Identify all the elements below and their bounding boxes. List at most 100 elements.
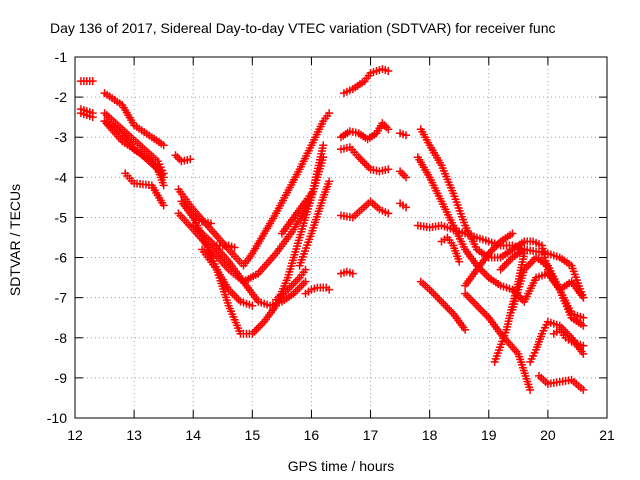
data-series-s8 (121, 169, 168, 210)
data-point (476, 305, 485, 314)
y-tick-label: -3 (55, 129, 68, 145)
data-point (482, 271, 491, 280)
data-point (173, 153, 182, 162)
y-tick-label: -9 (55, 370, 68, 386)
chart-title: Day 136 of 2017, Sidereal Day-to-day VTE… (50, 20, 556, 36)
x-tick-labels: 12 13 14 15 16 17 18 19 20 21 (67, 427, 615, 443)
data-point (396, 167, 405, 176)
data-point (429, 289, 438, 298)
data-series-s31 (413, 221, 529, 254)
data-point (285, 283, 294, 292)
data-point (480, 269, 489, 278)
data-point (398, 169, 407, 178)
data-series-s44 (535, 371, 588, 394)
x-tick-label: 18 (422, 427, 438, 443)
data-point (461, 289, 470, 298)
data-point (470, 299, 479, 308)
data-point (400, 171, 409, 180)
data-point (443, 303, 452, 312)
data-point (524, 261, 533, 270)
data-series-s29 (416, 125, 529, 262)
tick-marks (74, 56, 608, 419)
data-point (506, 255, 515, 264)
data-point (299, 279, 308, 288)
data-point (348, 269, 357, 278)
data-point (467, 295, 476, 304)
data-point (482, 311, 491, 320)
data-point (433, 293, 442, 302)
data-point (362, 161, 371, 170)
x-tick-label: 21 (599, 427, 615, 443)
data-point (469, 297, 478, 306)
x-tick-label: 12 (67, 427, 83, 443)
data-series-s7 (100, 117, 168, 190)
data-point (293, 285, 302, 294)
x-tick-label: 20 (540, 427, 556, 443)
data-point (88, 77, 97, 86)
data-series-s9 (171, 151, 195, 166)
data-series-s17 (271, 265, 310, 304)
data-series-s20 (301, 283, 334, 298)
data-point (301, 277, 310, 286)
data-point (301, 265, 310, 274)
data-series-s16 (212, 241, 239, 252)
data-point (230, 243, 239, 252)
data-point (384, 67, 393, 76)
y-tick-label: -7 (55, 290, 68, 306)
data-point (437, 297, 446, 306)
data-point (461, 325, 470, 334)
data-point (498, 263, 507, 272)
data-point (159, 201, 168, 210)
data-point (474, 303, 483, 312)
data-point (480, 309, 489, 318)
data-point (384, 125, 393, 134)
data-point (293, 275, 302, 284)
data-point (248, 301, 257, 310)
data-series-s15 (198, 245, 257, 310)
data-point (325, 177, 334, 186)
y-tick-label: -1 (55, 49, 68, 65)
data-point (579, 293, 588, 302)
data-point (579, 349, 588, 358)
data-point (307, 189, 316, 198)
data-point (441, 301, 450, 310)
data-point (579, 341, 588, 350)
data-series-s25 (337, 197, 393, 222)
y-tick-label: -10 (47, 410, 67, 426)
data-series-s6 (100, 109, 168, 178)
data-point (159, 181, 168, 190)
data-point (435, 295, 444, 304)
data-point (206, 219, 215, 228)
data-point (356, 155, 365, 164)
data-point (579, 385, 588, 394)
data-point (289, 279, 298, 288)
data-point (256, 321, 265, 330)
x-tick-label: 19 (481, 427, 497, 443)
data-point (232, 293, 241, 302)
data-series-s41 (520, 237, 588, 302)
data-series-s1 (76, 77, 97, 86)
data-point (500, 261, 509, 270)
data-point (360, 159, 369, 168)
data-series-s35 (461, 289, 535, 394)
data-point (230, 291, 239, 300)
data-series-s21 (337, 267, 357, 278)
data-series-s43 (549, 325, 588, 350)
data-point (526, 385, 535, 394)
data-point (358, 157, 367, 166)
data-point (427, 287, 436, 296)
data-point (325, 285, 334, 294)
data-point (502, 259, 511, 268)
y-tick-labels: -1 -2 -3 -4 -5 -6 -7 -8 -9 -10 (47, 49, 67, 426)
data-point (254, 323, 263, 332)
y-tick-label: -5 (55, 209, 68, 225)
x-tick-label: 14 (185, 427, 201, 443)
data-point (494, 239, 503, 248)
y-axis-label: SDTVAR / TECUs (7, 184, 23, 296)
data-point (455, 257, 464, 266)
data-point (439, 299, 448, 308)
data-point (496, 265, 505, 274)
data-point (465, 293, 474, 302)
data-point (447, 307, 456, 316)
